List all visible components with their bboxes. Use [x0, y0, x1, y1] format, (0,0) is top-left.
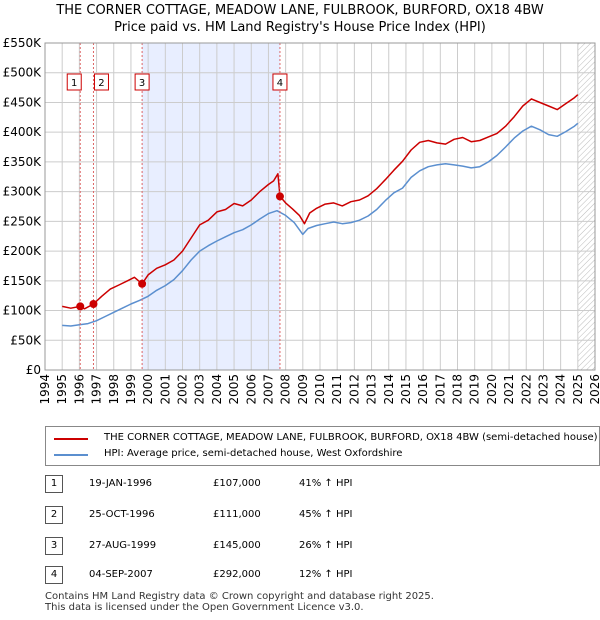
x-tick-label: 2002: [176, 374, 190, 405]
x-tick-label: 1994: [38, 374, 52, 405]
transaction-row: 4 04-SEP-2007 £292,000 12% ↑ HPI: [45, 566, 405, 584]
transaction-row: 3 27-AUG-1999 £145,000 26% ↑ HPI: [45, 537, 405, 555]
chart-legend: THE CORNER COTTAGE, MEADOW LANE, FULBROO…: [45, 426, 600, 466]
x-tick-label: 2026: [588, 374, 600, 405]
chart-title-line-1: THE CORNER COTTAGE, MEADOW LANE, FULBROO…: [56, 3, 544, 18]
sale-1-label: 1: [71, 78, 77, 89]
x-tick-label: 2019: [468, 374, 482, 405]
transaction-number: 4: [45, 566, 63, 584]
x-tick-label: 2023: [536, 374, 550, 405]
x-tick-label: 2005: [227, 374, 241, 405]
sale-2-label-box: [93, 73, 109, 91]
transaction-price: £111,000: [213, 509, 261, 520]
y-tick-label: £500K: [3, 66, 43, 80]
hatched-recent-region: [577, 43, 595, 370]
x-tick-label: 2000: [141, 374, 155, 405]
y-tick-label: £100K: [3, 304, 43, 318]
legend-swatch-hpi: [54, 454, 88, 456]
transaction-hpi: 45% ↑ HPI: [299, 509, 353, 520]
transaction-row: 1 19-JAN-1996 £107,000 41% ↑ HPI: [45, 475, 405, 493]
transaction-hpi: 26% ↑ HPI: [299, 540, 353, 551]
y-tick-label: £0: [26, 363, 41, 377]
transaction-date: 27-AUG-1999: [89, 540, 157, 551]
transaction-hpi: 41% ↑ HPI: [299, 478, 353, 489]
x-tick-label: 2010: [313, 374, 327, 405]
x-tick-label: 2007: [261, 374, 275, 405]
sale-2-point: [89, 300, 98, 309]
x-tick-label: 2022: [519, 374, 533, 405]
sale-4-point: [275, 192, 284, 201]
sale-1-point: [76, 302, 85, 311]
x-tick-label: 2018: [451, 374, 465, 405]
x-tick-label: 1998: [107, 374, 121, 405]
legend-swatch-property: [54, 438, 88, 440]
y-tick-label: £350K: [3, 155, 43, 169]
sale-2-label: 2: [98, 78, 104, 89]
transaction-number: 2: [45, 506, 63, 524]
transaction-price: £145,000: [213, 540, 261, 551]
x-tick-label: 2013: [365, 374, 379, 405]
x-tick-label: 2015: [399, 374, 413, 405]
sale-1-label-box: [66, 73, 82, 91]
x-tick-label: 2001: [158, 374, 172, 405]
x-tick-label: 1995: [55, 374, 69, 405]
y-tick-label: £150K: [3, 274, 43, 288]
x-tick-label: 2021: [502, 374, 516, 405]
footer-licence: This data is licensed under the Open Gov…: [45, 602, 364, 613]
legend-label-property: THE CORNER COTTAGE, MEADOW LANE, FULBROO…: [104, 432, 598, 443]
transaction-hpi: 12% ↑ HPI: [299, 569, 353, 580]
x-tick-label: 2003: [193, 374, 207, 405]
y-tick-label: £300K: [3, 185, 43, 199]
x-tick-label: 2025: [571, 374, 585, 405]
x-tick-label: 2017: [433, 374, 447, 405]
x-tick-label: 2016: [416, 374, 430, 405]
transaction-number: 1: [45, 475, 63, 493]
x-tick-label: 2006: [244, 374, 258, 405]
x-tick-label: 2024: [554, 374, 568, 405]
x-tick-label: 2008: [279, 374, 293, 405]
x-tick-label: 2004: [210, 374, 224, 405]
plot-frame: [44, 42, 596, 371]
x-tick-label: 2014: [382, 374, 396, 405]
y-tick-label: £550K: [3, 36, 43, 50]
y-tick-label: £450K: [3, 95, 43, 109]
transaction-date: 25-OCT-1996: [89, 509, 155, 520]
x-tick-label: 1996: [72, 374, 86, 405]
sale-3-label: 3: [139, 78, 145, 89]
x-tick-label: 2011: [330, 374, 344, 405]
x-tick-label: 2012: [347, 374, 361, 405]
shaded-ownership-period: [142, 43, 280, 370]
series-line-property: [62, 94, 579, 310]
x-tick-label: 1999: [124, 374, 138, 405]
transaction-date: 04-SEP-2007: [89, 569, 153, 580]
transaction-price: £107,000: [213, 478, 261, 489]
sale-3-point: [138, 279, 147, 288]
y-tick-label: £200K: [3, 244, 43, 258]
y-tick-label: £50K: [10, 333, 42, 347]
x-tick-label: 2020: [485, 374, 499, 405]
price-chart: 1 2 3 4 £0 £50K £100K £150K £200K £250K £300K £350…: [3, 36, 600, 405]
sale-4-label: 4: [277, 78, 283, 89]
transaction-number: 3: [45, 537, 63, 555]
x-tick-label: 1997: [90, 374, 104, 405]
y-tick-label: £400K: [3, 125, 43, 139]
legend-label-hpi: HPI: Average price, semi-detached house,…: [104, 448, 403, 459]
x-tick-label: 2009: [296, 374, 310, 405]
transaction-row: 2 25-OCT-1996 £111,000 45% ↑ HPI: [45, 506, 405, 524]
footer-copyright: Contains HM Land Registry data © Crown c…: [45, 591, 434, 602]
sale-4-label-box: [272, 73, 288, 91]
transaction-date: 19-JAN-1996: [89, 478, 153, 489]
transaction-price: £292,000: [213, 569, 261, 580]
sale-3-label-box: [134, 73, 150, 91]
chart-title-line-2: Price paid vs. HM Land Registry's House …: [114, 20, 486, 35]
series-line-hpi: [62, 122, 579, 327]
y-tick-label: £250K: [3, 214, 43, 228]
